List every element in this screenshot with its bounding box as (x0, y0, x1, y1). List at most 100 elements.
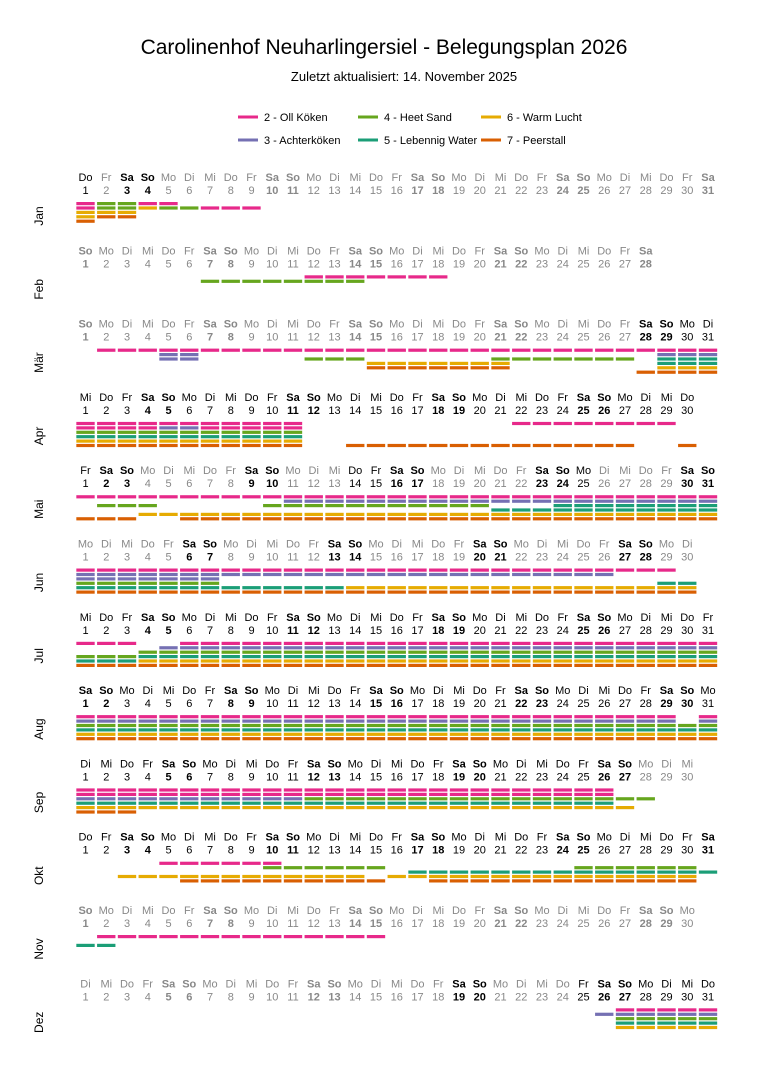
booking-bar (180, 732, 199, 736)
booking-bar (263, 435, 282, 439)
weekday-label: Di (412, 905, 422, 917)
booking-bar (574, 663, 593, 667)
booking-bar (97, 206, 116, 210)
weekday-label: Di (475, 172, 485, 184)
booking-bar (574, 495, 593, 499)
booking-bar (512, 870, 531, 874)
weekday-label: Mi (495, 172, 507, 184)
booking-bar (159, 353, 178, 357)
booking-bar (325, 275, 344, 279)
day-number: 1 (82, 771, 88, 783)
weekday-label: Di (350, 612, 360, 624)
weekday-label: Sa (411, 172, 425, 184)
weekday-label: Sa (120, 172, 134, 184)
booking-bar (574, 870, 593, 874)
day-number: 26 (598, 771, 610, 783)
weekday-label: Di (412, 245, 422, 257)
booking-bar (470, 732, 489, 736)
booking-bar (491, 650, 510, 654)
booking-bar (429, 788, 448, 792)
booking-bar (304, 723, 323, 728)
weekday-label: Mo (597, 832, 612, 844)
booking-bar (657, 361, 676, 365)
booking-bar (117, 426, 137, 430)
weekday-label: Mi (287, 905, 299, 917)
weekday-label: Mo (140, 465, 155, 477)
booking-bar (387, 728, 406, 732)
day-number: 19 (453, 918, 465, 930)
booking-bar (180, 715, 199, 719)
day-number: 17 (411, 258, 423, 270)
booking-bar (449, 499, 469, 503)
booking-bar (97, 577, 116, 581)
booking-bar (304, 655, 323, 659)
day-number: 4 (145, 552, 151, 564)
booking-bar (242, 723, 261, 728)
day-number: 14 (349, 625, 361, 637)
weekday-label: So (576, 172, 590, 184)
booking-bar (283, 728, 303, 732)
day-number: 2 (103, 918, 109, 930)
booking-bar (657, 728, 676, 732)
booking-bar (657, 508, 676, 512)
weekday-label: Do (556, 758, 570, 770)
booking-bar (574, 728, 593, 732)
day-number: 29 (660, 698, 672, 710)
booking-bar (200, 495, 220, 499)
weekday-label: Do (452, 319, 466, 331)
booking-bar (366, 512, 386, 516)
booking-bar (138, 650, 157, 654)
day-number: 18 (432, 258, 444, 270)
booking-bar (657, 719, 676, 723)
booking-bar (97, 210, 116, 214)
day-number: 25 (577, 478, 589, 490)
booking-bar (304, 279, 323, 283)
booking-bar (304, 504, 323, 508)
day-number: 6 (186, 991, 192, 1003)
day-number: 13 (328, 405, 340, 417)
weekday-label: Mi (640, 832, 652, 844)
booking-bar (595, 719, 614, 723)
day-number: 30 (681, 478, 693, 490)
booking-bar (138, 719, 157, 723)
day-number: 1 (82, 845, 88, 857)
day-number: 1 (82, 332, 88, 344)
booking-bar (574, 732, 593, 736)
booking-bar (491, 512, 510, 516)
day-number: 13 (328, 332, 340, 344)
booking-bar (408, 797, 427, 801)
weekday-label: Mi (453, 685, 465, 697)
weekday-label: Mo (99, 245, 114, 257)
booking-bar (408, 568, 427, 572)
booking-bar (387, 512, 406, 516)
booking-bar (698, 650, 718, 654)
booking-bar (615, 719, 635, 723)
booking-bar (283, 517, 303, 521)
day-number: 11 (287, 918, 298, 930)
weekday-label: Fr (329, 905, 340, 917)
weekday-label: Fr (454, 539, 465, 551)
booking-bar (491, 499, 510, 503)
booking-bar (408, 650, 427, 654)
booking-bar (346, 801, 365, 805)
booking-bar (678, 495, 697, 499)
booking-bar (636, 421, 655, 426)
day-number: 8 (228, 185, 234, 197)
booking-bar (553, 641, 572, 645)
day-number: 21 (494, 625, 506, 637)
booking-bar (325, 732, 344, 736)
booking-bar (263, 935, 282, 939)
booking-bar (366, 495, 386, 499)
booking-bar (97, 655, 116, 659)
booking-bar (138, 659, 157, 663)
weekday-label: So (120, 465, 134, 477)
booking-bar (159, 788, 178, 792)
booking-bar (97, 348, 116, 352)
booking-bar (97, 215, 116, 219)
booking-bar (366, 732, 386, 736)
booking-bar (346, 935, 365, 939)
booking-bar (532, 723, 552, 728)
booking-bar (325, 723, 344, 728)
booking-bar (678, 663, 697, 667)
